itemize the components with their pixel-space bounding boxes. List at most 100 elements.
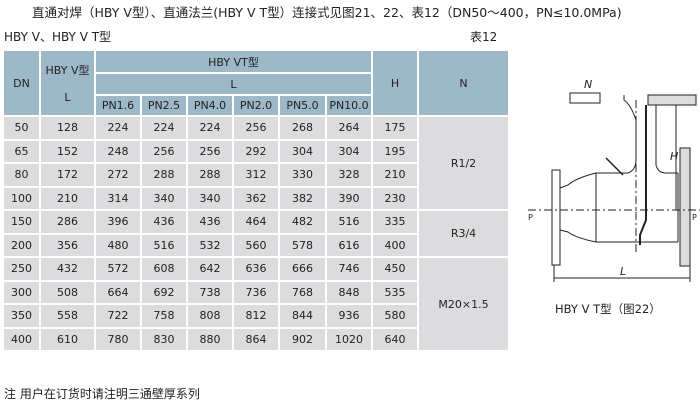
table-cell: 250 — [2, 256, 41, 282]
table-cell: 580 — [371, 303, 419, 329]
table-cell: 152 — [39, 138, 96, 164]
table-cell: 610 — [39, 326, 96, 352]
table-cell: 100 — [2, 185, 41, 211]
table-cell: 362 — [232, 185, 280, 211]
table-cell: 300 — [2, 279, 41, 305]
table-cell: 560 — [232, 232, 280, 258]
table-cell: 335 — [371, 209, 419, 235]
table-cell: 268 — [278, 115, 327, 141]
table-cell: 128 — [39, 115, 96, 141]
n-cell: R1/2 — [417, 115, 510, 211]
table-row: 100 210 314 340 340 362 382 390 230 — [2, 185, 509, 211]
table-cell: 356 — [39, 232, 96, 258]
dimension-lines — [553, 104, 691, 282]
table-cell: 436 — [140, 209, 188, 235]
table-cell: 288 — [186, 162, 234, 188]
table-cell: 578 — [278, 232, 327, 258]
figure-caption: HBY Ⅴ T型（图22） — [555, 302, 661, 316]
table-cell: 640 — [371, 326, 419, 352]
header-v-l: L — [64, 91, 71, 104]
table-cell: 304 — [278, 138, 327, 164]
table-cell: 480 — [94, 232, 142, 258]
table-cell: 256 — [186, 138, 234, 164]
table-row: 350 558 722 758 808 812 844 936 580 — [2, 303, 509, 329]
table-cell: 848 — [325, 279, 373, 305]
n-cell: M20×1.5 — [417, 256, 510, 352]
table-cell: 535 — [371, 279, 419, 305]
table-number: 表12 — [470, 30, 498, 44]
table-cell: 516 — [325, 209, 373, 235]
table-cell: 150 — [2, 209, 41, 235]
table-cell: 382 — [278, 185, 327, 211]
table-cell: 738 — [186, 279, 234, 305]
dimension-table: DN HBY V型 L HBY VT型 H N L PN1.6 PN2.5 PN4.0… — [2, 49, 510, 352]
header-v-type-label: HBY V型 — [45, 64, 90, 77]
header-pn: PN10.0 — [325, 94, 373, 117]
table-cell: 175 — [371, 115, 419, 141]
table-cell: 464 — [232, 209, 280, 235]
table-cell: 210 — [39, 185, 96, 211]
header-pn: PN5.0 — [278, 94, 327, 117]
table-cell: 224 — [94, 115, 142, 141]
table-cell: 172 — [39, 162, 96, 188]
table-row: 250 432 572 608 642 636 666 746 450 M20×1.5 — [2, 256, 510, 352]
table-row: 80 172 272 288 288 312 330 328 210 — [2, 162, 509, 188]
table-cell: 636 — [232, 256, 280, 282]
table-cell: 200 — [2, 232, 41, 258]
table-cell: 272 — [94, 162, 142, 188]
table-row: 400 610 780 830 880 864 902 1020 640 — [2, 326, 509, 352]
table-row: 300 508 664 692 738 736 768 848 535 — [2, 279, 509, 305]
table-cell: 65 — [2, 138, 41, 164]
header-pn: PN1.6 — [94, 94, 142, 117]
table-cell: 224 — [140, 115, 188, 141]
table-cell: 400 — [371, 232, 419, 258]
table-cell: 936 — [325, 303, 373, 329]
table-cell: 314 — [94, 185, 142, 211]
header-pn: PN4.0 — [186, 94, 234, 117]
table-cell: 880 — [186, 326, 234, 352]
table-cell: 746 — [325, 256, 373, 282]
table-cell: 195 — [371, 138, 419, 164]
table-cell: 902 — [278, 326, 327, 352]
table-cell: 830 — [140, 326, 188, 352]
table-cell: 450 — [371, 256, 419, 282]
header-vt-l: L — [94, 72, 373, 96]
table-cell: 664 — [94, 279, 142, 305]
table-cell: 230 — [371, 185, 419, 211]
table-cell: 864 — [232, 326, 280, 352]
table-cell: 516 — [140, 232, 188, 258]
table-cell: 50 — [2, 115, 41, 141]
table-cell: 508 — [39, 279, 96, 305]
table-cell: 396 — [94, 209, 142, 235]
table-row: 150 286 396 436 436 464 482 516 335 R3/4 — [2, 209, 510, 258]
table-cell: 80 — [2, 162, 41, 188]
table-cell: 328 — [325, 162, 373, 188]
page-title: 直通对焊（HBY V型）、直通法兰(HBY V T型）连接式见图21、22、表1… — [32, 5, 622, 20]
table-cell: 642 — [186, 256, 234, 282]
label-n: N — [584, 78, 592, 91]
table-cell: 768 — [278, 279, 327, 305]
table-cell: 572 — [94, 256, 142, 282]
table-cell: 432 — [39, 256, 96, 282]
table-cell: 666 — [278, 256, 327, 282]
table-cell: 722 — [94, 303, 142, 329]
left-flange — [551, 169, 597, 266]
n-cell: R3/4 — [417, 209, 510, 258]
header-pn: PN2.0 — [232, 94, 280, 117]
label-h: H — [670, 150, 678, 163]
table-cell: 1020 — [325, 326, 373, 352]
table-cell: 256 — [140, 138, 188, 164]
table-cell: 304 — [325, 138, 373, 164]
center-lines — [528, 100, 700, 255]
table-cell: 256 — [232, 115, 280, 141]
table-cell: 312 — [232, 162, 280, 188]
table-cell: 264 — [325, 115, 373, 141]
table-cell: 616 — [325, 232, 373, 258]
table-cell: 780 — [94, 326, 142, 352]
table-cell: 350 — [2, 303, 41, 329]
table-cell: 736 — [232, 279, 280, 305]
header-vt-type: HBY VT型 — [94, 49, 373, 74]
label-l: L — [620, 265, 626, 278]
table-cell: 224 — [186, 115, 234, 141]
table-cell: 400 — [2, 326, 41, 352]
